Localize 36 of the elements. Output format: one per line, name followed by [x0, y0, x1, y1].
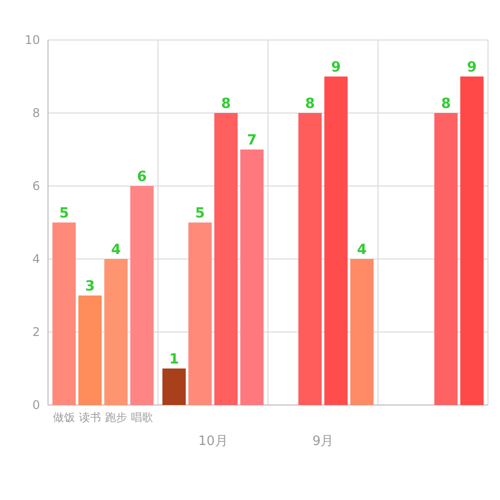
y-tick-label: 0	[32, 398, 40, 412]
bar	[130, 186, 154, 405]
data-label: 9	[467, 60, 477, 76]
data-label: 3	[85, 278, 95, 294]
series-label: 跑步	[104, 411, 127, 424]
y-tick-label: 4	[32, 252, 40, 266]
data-label: 4	[111, 242, 122, 258]
bar	[460, 76, 484, 405]
data-label: 1	[169, 352, 179, 368]
bar	[350, 259, 374, 405]
data-label: 8	[221, 96, 231, 112]
bar	[240, 150, 264, 405]
y-tick-label: 8	[32, 106, 40, 120]
series-label: 唱歌	[130, 411, 153, 424]
x-tick-label: 9月	[312, 434, 334, 449]
x-tick-label: 10月	[198, 434, 228, 449]
data-label: 5	[195, 206, 205, 222]
bar	[214, 113, 238, 405]
bar	[162, 368, 186, 405]
bar	[324, 76, 348, 405]
y-tick-label: 6	[32, 179, 40, 194]
data-label: 4	[357, 242, 368, 258]
data-label: 6	[137, 169, 147, 185]
data-label: 9	[331, 60, 341, 76]
bar	[434, 113, 458, 405]
series-label: 做饭	[53, 411, 76, 424]
bar	[78, 296, 102, 405]
bar	[298, 113, 322, 405]
data-label: 7	[247, 132, 257, 148]
data-label: 5	[59, 206, 69, 222]
bar	[104, 259, 128, 405]
series-label: 读书	[79, 411, 102, 424]
y-tick-label: 2	[32, 325, 40, 340]
data-label: 8	[305, 96, 315, 112]
data-label: 8	[441, 96, 451, 112]
y-tick-label: 10	[24, 33, 40, 48]
